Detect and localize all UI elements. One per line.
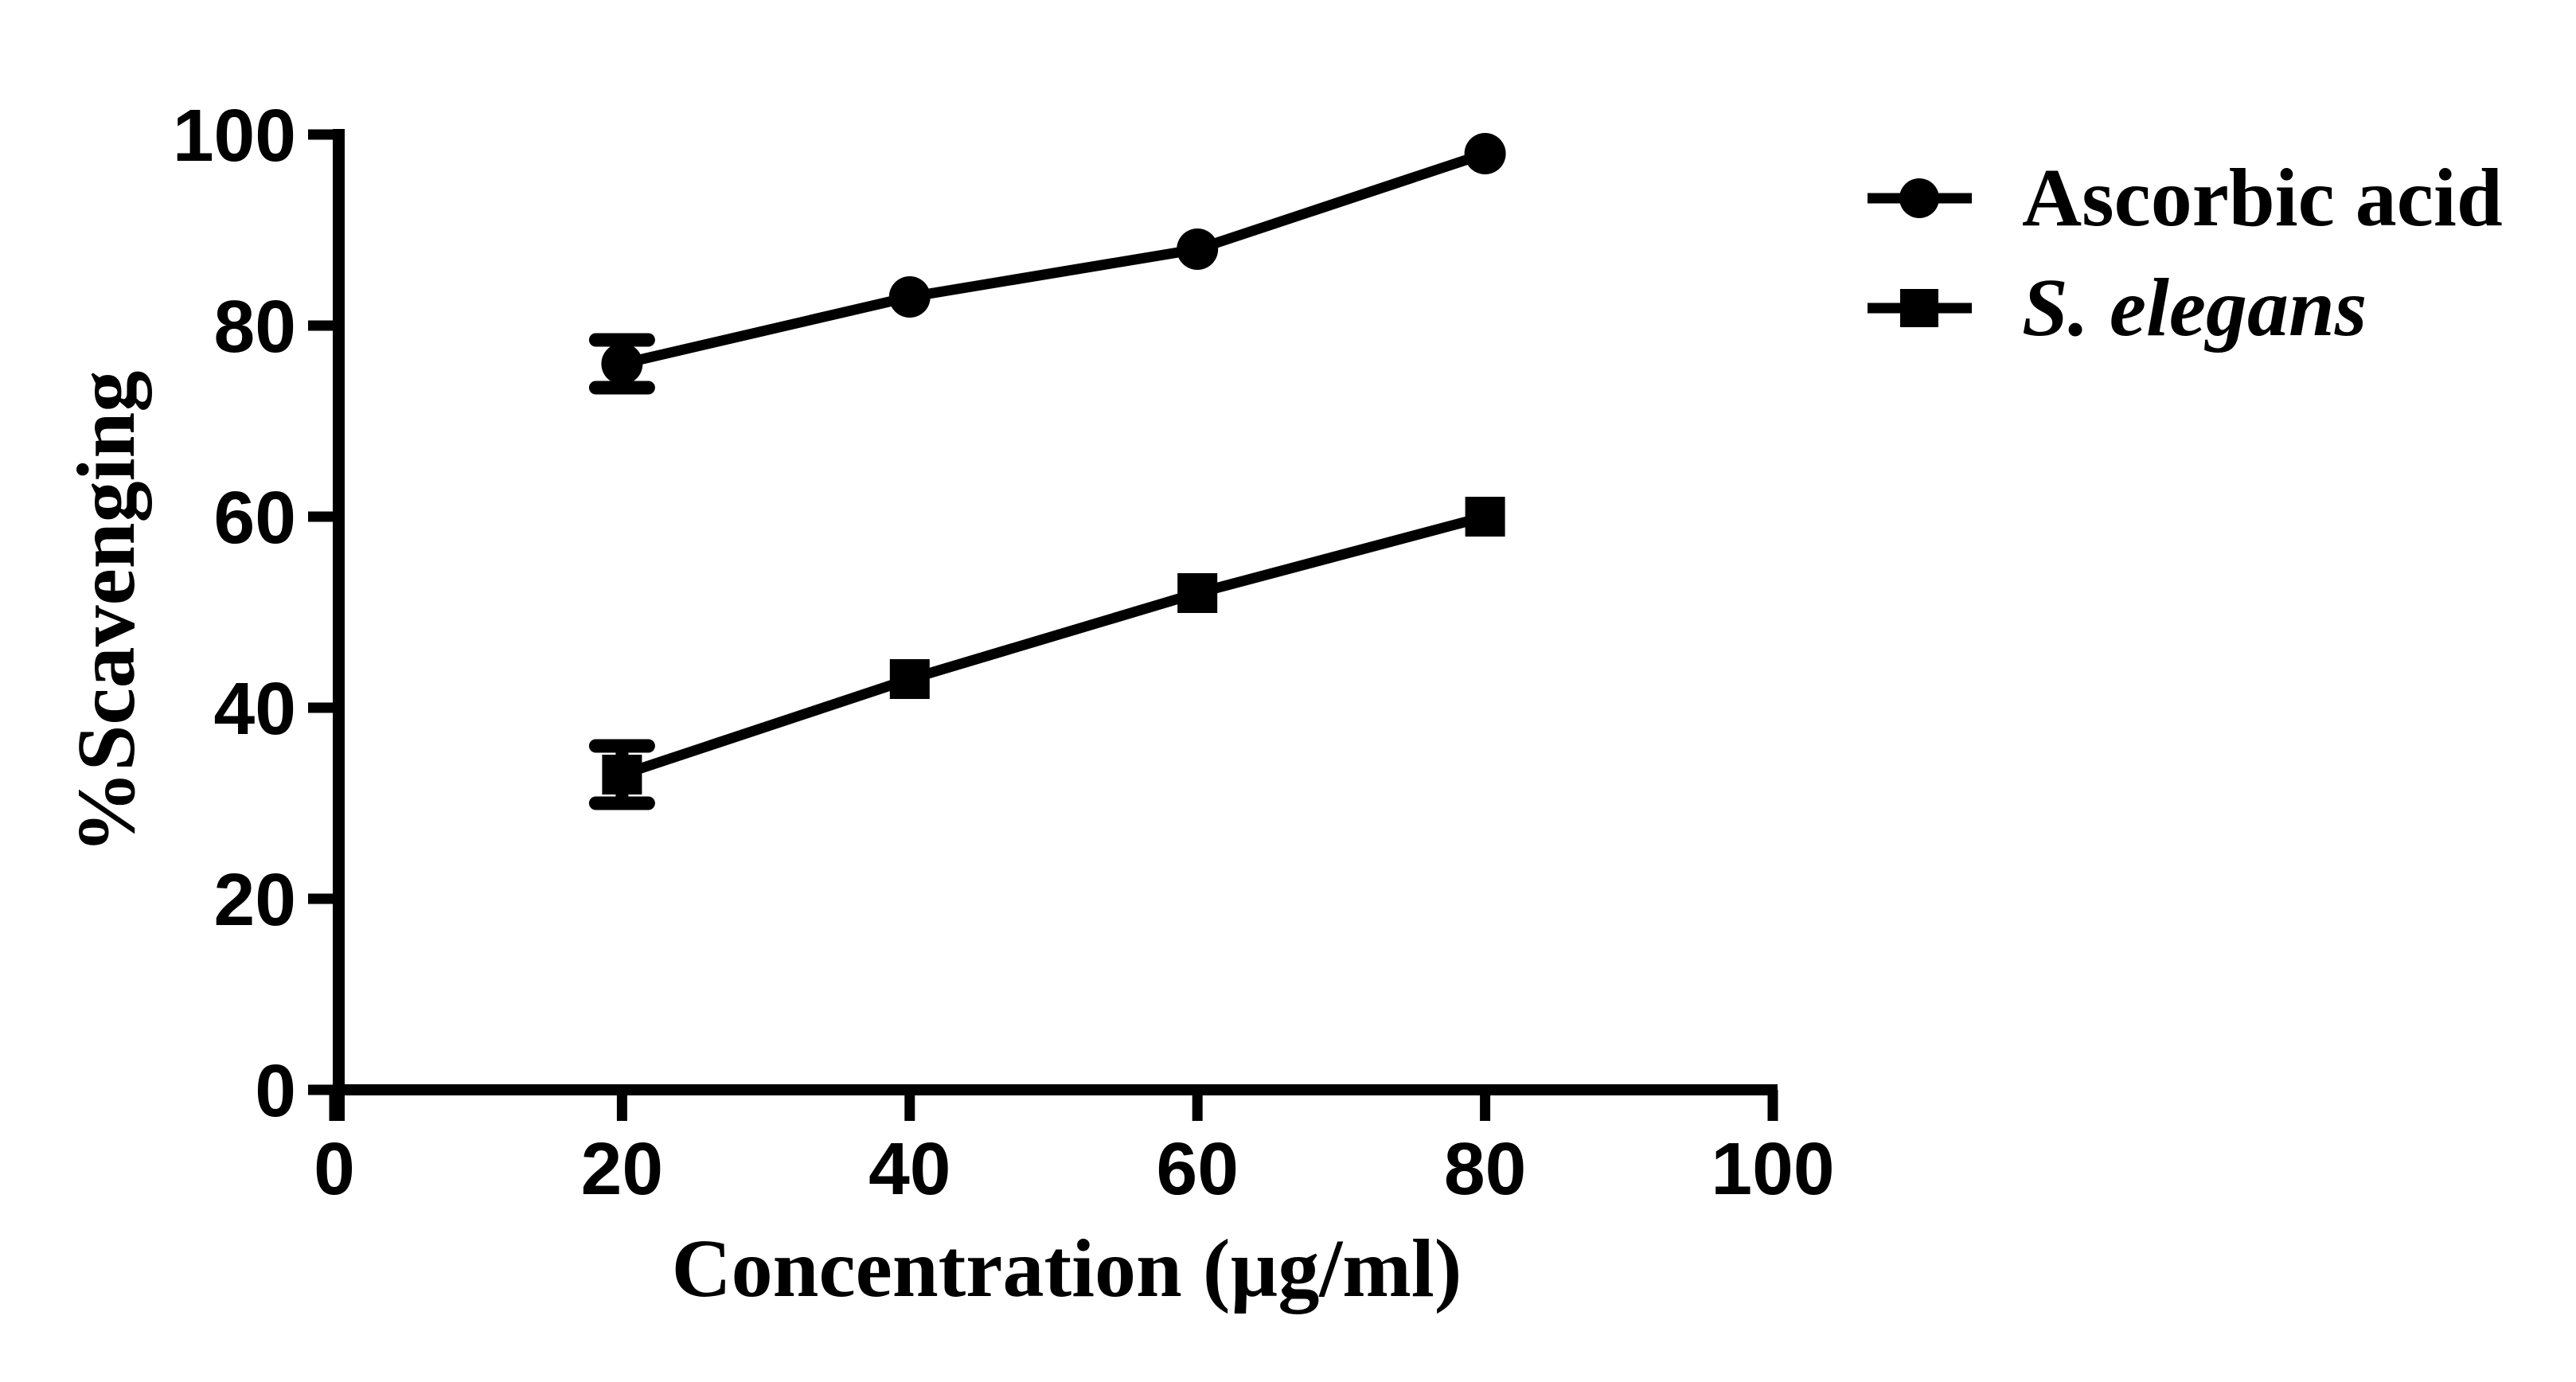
- data-point-square-s-elegans: [1465, 497, 1505, 537]
- y-tick-label: 80: [214, 285, 296, 368]
- legend: Ascorbic acid S. elegans: [1868, 152, 2503, 353]
- data-point-circle-ascorbic-acid: [888, 276, 931, 318]
- y-tick-label: 60: [214, 476, 296, 559]
- plot-area: [588, 133, 1506, 810]
- y-axis-title: %Scavenging: [60, 371, 152, 854]
- y-tick-label: 20: [214, 858, 296, 941]
- axes: 0 20 40 60 80 100 0 20 40 60 80 100: [173, 94, 1835, 1210]
- y-tick-label: 100: [173, 94, 296, 177]
- x-tick-label: 20: [581, 1127, 663, 1210]
- x-tick-label: 100: [1711, 1127, 1834, 1210]
- series-line-ascorbic-acid: [620, 148, 1487, 369]
- legend-square-icon: [1900, 289, 1938, 327]
- data-point-square-s-elegans: [602, 755, 642, 794]
- data-point-square-s-elegans: [889, 659, 930, 699]
- series-line-s-elegans: [620, 511, 1487, 780]
- y-tick-label: 40: [214, 667, 296, 750]
- x-tick-label: 40: [868, 1127, 950, 1210]
- x-tick-label: 80: [1444, 1127, 1526, 1210]
- x-tick-label: 0: [314, 1127, 355, 1210]
- data-point-square-s-elegans: [1177, 573, 1218, 613]
- legend-label-s-elegans: S. elegans: [2022, 262, 2367, 353]
- legend-label-ascorbic-acid: Ascorbic acid: [2022, 152, 2503, 244]
- data-point-circle-ascorbic-acid: [1464, 133, 1506, 174]
- y-tick-label: 0: [255, 1049, 296, 1132]
- data-point-circle-ascorbic-acid: [1177, 228, 1219, 270]
- x-axis-title: Concentration (µg/ml): [672, 1223, 1462, 1314]
- legend-circle-icon: [1899, 178, 1939, 218]
- data-point-circle-ascorbic-acid: [601, 343, 643, 385]
- x-tick-label: 60: [1156, 1127, 1238, 1210]
